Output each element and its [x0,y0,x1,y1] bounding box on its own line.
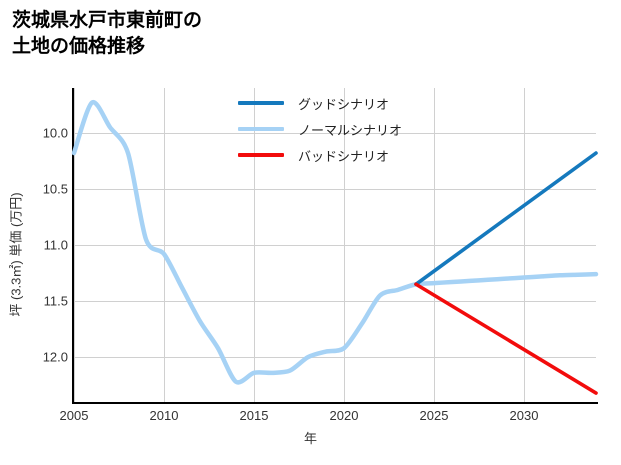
legend-item-label: グッドシナリオ [298,96,390,112]
gridline-vertical [164,88,165,402]
y-tick-label: 11.0 [43,237,68,253]
legend-item-label: バッドシナリオ [298,148,390,164]
gridline-vertical [344,88,345,402]
gridline-horizontal [74,245,596,246]
y-axis-line [72,88,74,404]
gridline-horizontal [74,188,596,190]
plot-area [71,88,599,402]
x-tick-label: 2015 [239,408,269,423]
legend-item[interactable]: バッドシナリオ [238,142,453,168]
legend-item-label: ノーマルシナリオ [298,122,403,138]
legend-color-swatch [238,101,284,105]
gridline-horizontal [74,357,596,359]
y-tick-label: 10.5 [42,181,68,197]
series-line [414,151,598,287]
x-tick-label: 2020 [329,408,359,423]
gridline-vertical [524,88,525,402]
x-tick-label: 2005 [59,408,89,423]
y-tick-label: 11.5 [43,293,68,309]
x-tick-label: 2025 [419,408,449,423]
page-title: 茨城県水戸市東前町の 土地の価格推移 [12,10,203,57]
y-axis-label: 坪 (3.3㎡) 単価 (万円) [8,192,24,317]
gridline-vertical [434,88,435,402]
y-tick-labels: 12.0 11.5 11.0 10.5 10.0 [0,88,68,402]
legend-color-swatch [238,127,284,131]
gridline-horizontal [74,132,596,134]
gridline-vertical [254,88,255,402]
x-axis-label: 年 [303,431,317,446]
series-lines [71,100,599,395]
chart-legend: グッドシナリオ ノーマルシナリオ バッドシナリオ [238,90,453,168]
x-axis-line [72,402,598,404]
gridline-horizontal [74,301,596,303]
y-tick-label: 12.0 [42,349,68,365]
x-tick-label: 2030 [509,408,539,423]
y-axis-label-wrap: 坪 (3.3㎡) 単価 (万円) [0,88,30,402]
series-line [71,100,599,385]
y-tick-label: 10.0 [42,125,68,141]
gridline-vertical [74,88,75,402]
x-tick-label: 2010 [149,408,179,423]
legend-item[interactable]: グッドシナリオ [238,90,453,116]
legend-color-swatch [238,153,284,157]
legend-item[interactable]: ノーマルシナリオ [238,116,453,142]
series-line [414,282,598,395]
